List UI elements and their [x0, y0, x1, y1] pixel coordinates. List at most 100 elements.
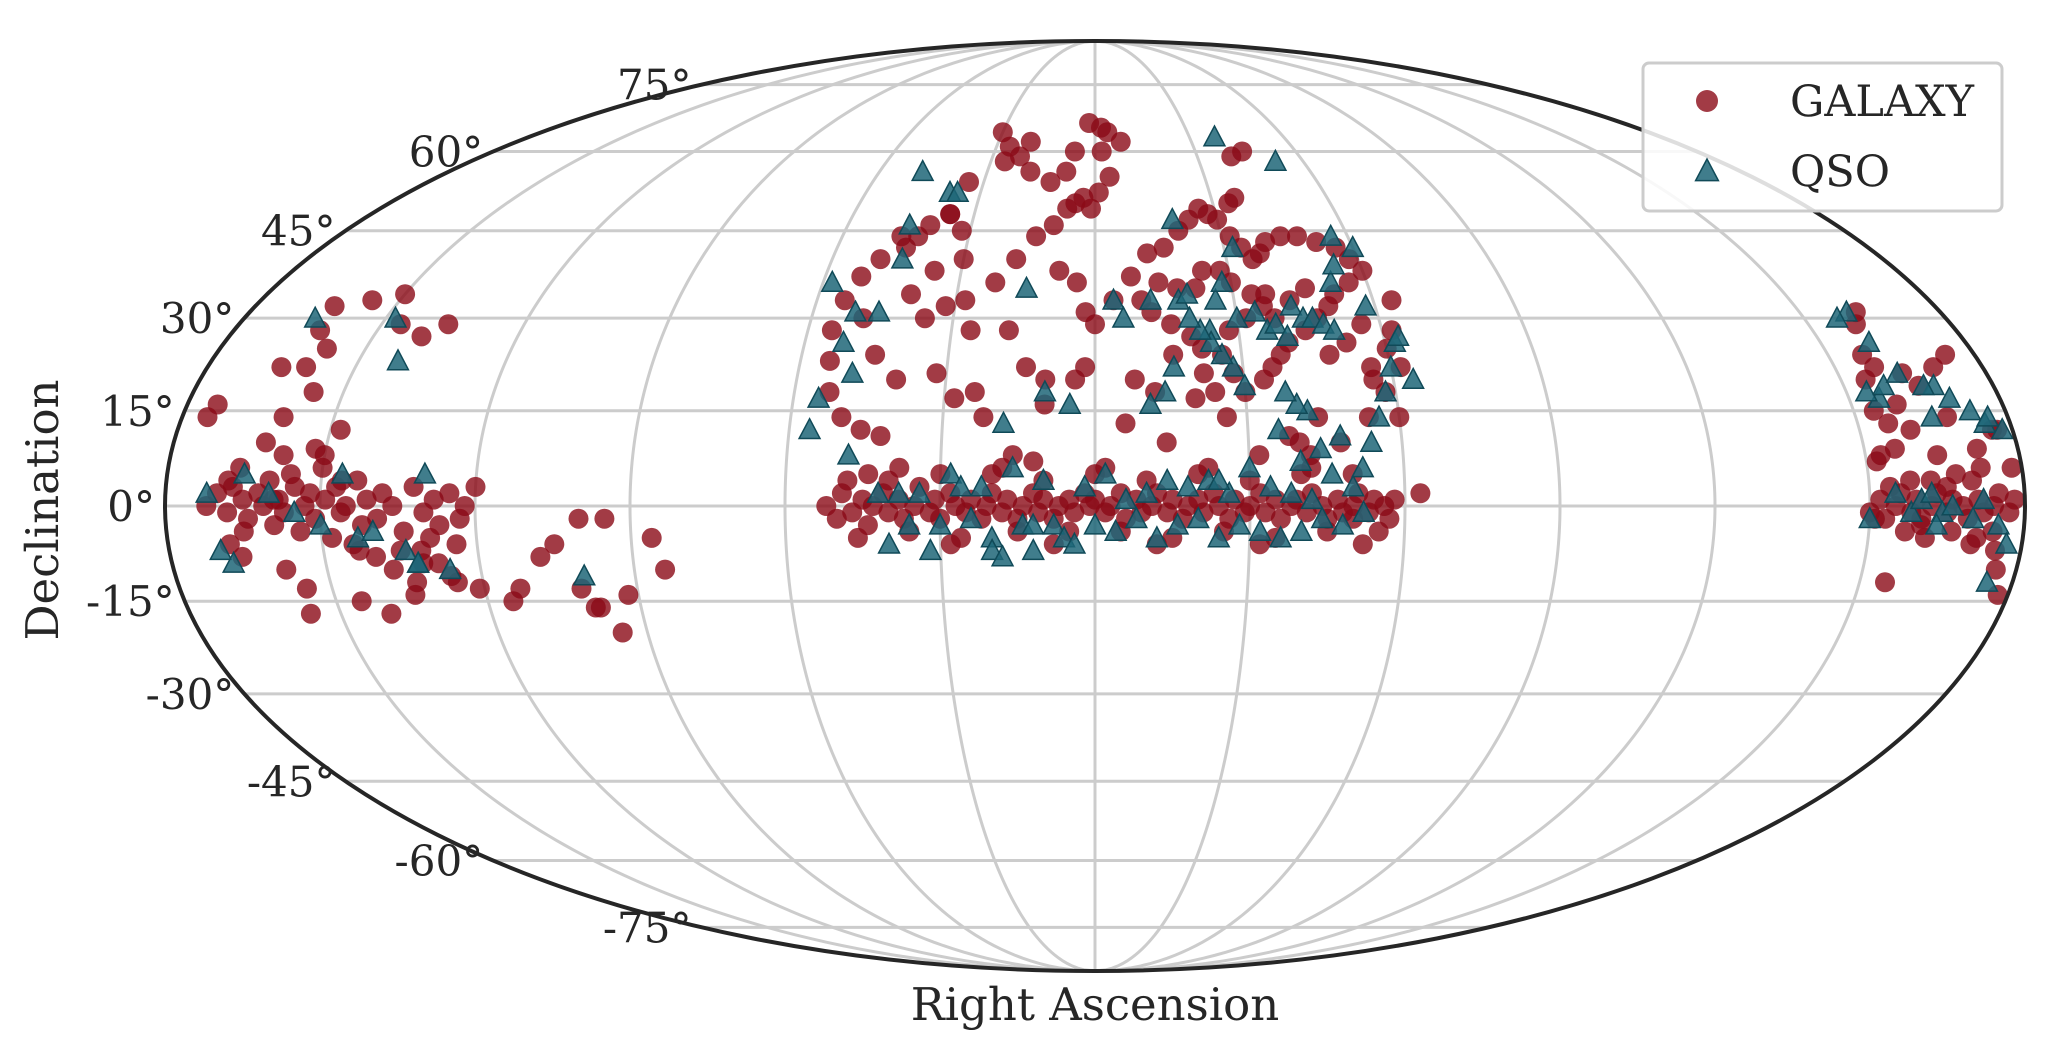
galaxy-point [530, 546, 551, 567]
galaxy-point [641, 527, 662, 548]
qso-point [1279, 480, 1303, 503]
galaxy-point [296, 578, 317, 599]
galaxy-point [959, 172, 979, 192]
galaxy-point [273, 407, 294, 428]
galaxy-point [1115, 413, 1136, 434]
galaxy-point [901, 284, 921, 305]
galaxy-point [1161, 314, 1182, 335]
qso-point [1210, 269, 1234, 292]
galaxy-point [1099, 166, 1120, 187]
galaxy-point [1064, 141, 1085, 162]
galaxy-point [383, 559, 404, 580]
dec-tick-label: 30° [160, 294, 234, 343]
galaxy-point [544, 534, 565, 555]
qso-point [1210, 342, 1234, 365]
ra-gridline [1094, 39, 1407, 973]
galaxy-point [960, 320, 981, 341]
qso-point [1176, 474, 1200, 497]
galaxy-point [1192, 260, 1212, 281]
galaxy-point [469, 578, 490, 599]
qso-point [1207, 467, 1231, 491]
qso-point [1165, 512, 1190, 535]
galaxy-point [1352, 534, 1373, 555]
qso-point [836, 442, 861, 465]
qso-point [1994, 531, 2019, 554]
galaxy-point [1389, 407, 1410, 428]
qso-point [1242, 299, 1267, 322]
qso-point [1319, 223, 1343, 246]
qso-point [1911, 373, 1936, 396]
qso-point [1351, 455, 1375, 478]
galaxy-point [944, 388, 965, 409]
dec-tick-label: 45° [261, 207, 335, 256]
dec-tick-label: -15° [86, 577, 175, 626]
data-points [194, 113, 2025, 643]
galaxy-point [316, 338, 337, 359]
galaxy-point [1966, 438, 1987, 459]
galaxy-point [1287, 226, 1307, 247]
galaxy-point [1319, 344, 1340, 365]
galaxy-point [2001, 457, 2022, 478]
galaxy-point [847, 527, 868, 548]
galaxy-point [366, 546, 386, 567]
galaxy-point [821, 320, 842, 341]
qso-point [1162, 354, 1186, 377]
ra-gridline [473, 39, 1096, 973]
galaxy-point [1255, 284, 1276, 305]
legend-galaxy-marker [1696, 90, 1718, 112]
qso-point [1279, 293, 1303, 316]
qso-point [1188, 317, 1212, 340]
galaxy-point [1216, 407, 1237, 428]
galaxy-point [356, 489, 377, 510]
galaxy-point [1033, 489, 1054, 510]
qso-point [1920, 404, 1944, 427]
qso-point [1975, 404, 2000, 427]
galaxy-point [998, 320, 1019, 341]
qso-point [1351, 499, 1376, 522]
galaxy-point [1935, 344, 1956, 365]
qso-point [820, 269, 844, 292]
galaxy-point [1295, 278, 1315, 299]
qso-point [887, 480, 911, 503]
galaxy-point [1894, 521, 1915, 542]
qso-point [1940, 493, 1965, 516]
galaxy-point [1043, 215, 1064, 236]
qso-point [1275, 323, 1300, 346]
galaxy-point [395, 284, 416, 305]
galaxy-point [826, 508, 847, 529]
qso-point [991, 410, 1016, 433]
qso-point [1033, 379, 1057, 402]
galaxy-point [1040, 172, 1061, 192]
qso-point [1111, 305, 1136, 328]
galaxy-point [865, 344, 886, 365]
galaxy-point [1988, 483, 2009, 504]
galaxy-point [1156, 432, 1177, 453]
galaxy-point [1023, 451, 1044, 472]
galaxy-point [1985, 559, 2006, 580]
galaxy-point [233, 521, 254, 542]
qso-point [1899, 499, 1923, 522]
qso-point [1289, 518, 1314, 542]
galaxy-point [1056, 161, 1077, 182]
galaxy-point [1384, 489, 1405, 510]
galaxy-point [324, 296, 345, 317]
dec-tick-label: -30° [146, 670, 235, 719]
qso-point [1919, 480, 1944, 503]
qso-point [866, 480, 890, 503]
galaxy-point [851, 266, 872, 287]
qso-point [361, 518, 385, 542]
galaxy-point [924, 489, 945, 510]
galaxy-point [446, 534, 467, 555]
declination-tick-labels: 75° 60° 45° 30° 15° 0° -15° -30°-45° -60° -75° [86, 61, 691, 953]
legend: GALAXY QSO [1641, 61, 2004, 213]
qso-point [1021, 537, 1045, 561]
y-axis-label: Declination [16, 379, 69, 640]
qso-point [797, 417, 822, 440]
qso-point [209, 537, 233, 561]
qso-point [256, 480, 281, 503]
qso-point [1857, 329, 1881, 353]
qso-point [1021, 512, 1045, 535]
qso-point [1341, 234, 1365, 258]
galaxy-point [1864, 357, 1885, 378]
qso-point [910, 158, 935, 182]
